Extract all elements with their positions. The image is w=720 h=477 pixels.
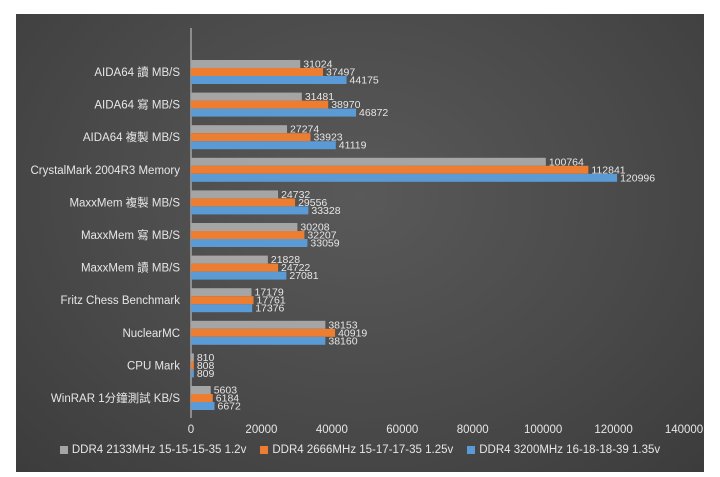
x-tick-label: 120000 <box>594 424 632 436</box>
bar <box>191 288 252 297</box>
legend-item: DDR4 2666MHz 15-17-17-35 1.25v <box>260 444 453 456</box>
bar <box>191 165 589 174</box>
data-label: 810 <box>197 352 215 364</box>
bar <box>191 231 305 239</box>
bar <box>191 304 253 313</box>
data-label: 31024 <box>303 59 332 71</box>
data-label: 6672 <box>217 401 241 413</box>
bar <box>191 328 336 337</box>
data-label: 24722 <box>281 262 310 274</box>
x-tick-label: 40000 <box>316 424 348 436</box>
legend-swatch <box>467 446 476 454</box>
x-tick-label: 80000 <box>457 424 489 436</box>
bar <box>191 198 296 207</box>
data-label: 38153 <box>328 319 357 331</box>
bar <box>191 108 357 117</box>
bar <box>191 336 326 345</box>
data-label: 100764 <box>549 156 584 168</box>
bar <box>191 223 298 231</box>
data-label: 120996 <box>620 172 655 184</box>
data-label: 27274 <box>290 124 319 136</box>
data-label: 29556 <box>298 197 327 209</box>
legend-swatch <box>260 446 269 454</box>
bar <box>191 394 213 402</box>
bar <box>191 296 254 305</box>
legend-item: DDR4 3200MHz 16-18-18-39 1.35v <box>467 444 660 456</box>
legend-label: DDR4 2666MHz 15-17-17-35 1.25v <box>272 444 454 456</box>
category-label: AIDA64 複製 MB/S <box>83 130 180 144</box>
bar <box>191 239 308 247</box>
category-label: WinRAR 1分鐘測試 KB/S <box>51 391 180 405</box>
data-label: 24732 <box>281 189 310 201</box>
data-label: 30208 <box>300 222 329 234</box>
bar <box>191 157 546 166</box>
bar <box>191 190 279 199</box>
data-label: 41119 <box>339 140 367 152</box>
data-label: 33923 <box>313 132 342 144</box>
legend-label: DDR4 2133MHz 15-15-15-35 1.2v <box>71 444 247 456</box>
bar <box>191 402 215 410</box>
legend-label: DDR4 3200MHz 16-18-18-39 1.35v <box>479 444 661 456</box>
bar <box>191 125 288 134</box>
bar <box>191 263 279 272</box>
bar <box>191 100 329 109</box>
bar <box>191 320 326 329</box>
data-label: 46872 <box>359 107 388 119</box>
data-label: 44175 <box>350 75 379 87</box>
x-tick-label: 140000 <box>665 424 703 436</box>
bar <box>191 206 309 215</box>
bar <box>191 369 194 378</box>
bar <box>191 68 324 76</box>
category-label: AIDA64 讀 MB/S <box>94 65 180 79</box>
data-label: 17761 <box>257 295 286 307</box>
data-label: 38970 <box>331 99 360 111</box>
data-label: 5603 <box>214 385 238 397</box>
data-label: 17376 <box>255 303 284 315</box>
legend-item: DDR4 2133MHz 15-15-15-35 1.2v <box>59 444 247 456</box>
data-label: 32207 <box>307 230 336 242</box>
bar <box>191 76 347 84</box>
data-label: 21828 <box>271 254 300 266</box>
chart-area <box>16 14 704 472</box>
data-label: 809 <box>197 368 215 380</box>
data-label: 31481 <box>305 91 334 103</box>
bar <box>191 92 302 101</box>
chart-legend: DDR4 2133MHz 15-15-15-35 1.2v DDR4 2666MH… <box>16 444 704 456</box>
bar <box>191 141 336 150</box>
data-label: 33059 <box>310 238 339 250</box>
data-label: 40919 <box>338 327 367 339</box>
category-label: CrystalMark 2004R3 Memory <box>30 165 180 177</box>
x-tick-label: 60000 <box>386 424 418 436</box>
data-label: 6184 <box>216 393 240 405</box>
data-label: 808 <box>197 360 215 372</box>
bar <box>191 361 194 370</box>
data-label: 112841 <box>591 164 625 176</box>
bar <box>191 133 311 142</box>
x-tick-label: 100000 <box>524 424 562 436</box>
bar <box>191 271 287 280</box>
bar <box>191 60 301 68</box>
bar <box>191 255 268 264</box>
data-label: 17179 <box>254 287 283 299</box>
bar <box>191 173 618 182</box>
legend-swatch <box>59 446 68 454</box>
category-label: Fritz Chess Benchmark <box>60 295 180 307</box>
category-label: MaxxMem 複製 MB/S <box>69 195 180 209</box>
category-label: CPU Mark <box>127 360 180 372</box>
category-label: AIDA64 寫 MB/S <box>94 98 180 112</box>
data-label: 33328 <box>311 205 340 217</box>
category-label: MaxxMem 寫 MB/S <box>81 228 180 242</box>
x-tick-label: 20000 <box>245 424 277 436</box>
data-label: 38160 <box>328 335 357 347</box>
data-label: 37497 <box>326 67 355 79</box>
category-label: NuclearMC <box>122 328 180 340</box>
bar <box>191 353 194 362</box>
category-label: MaxxMem 讀 MB/S <box>81 261 180 275</box>
x-tick-label: 0 <box>188 424 194 436</box>
bar <box>191 386 211 394</box>
data-label: 27081 <box>289 270 318 282</box>
